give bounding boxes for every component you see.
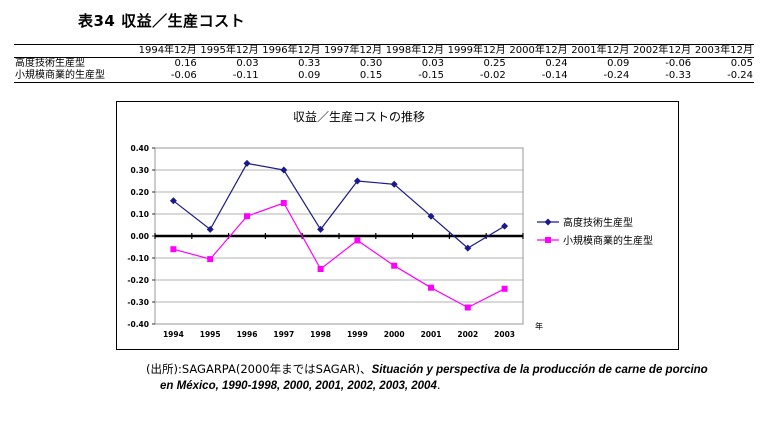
series-line [173,202,505,309]
x-tick-label: 1998 [310,330,331,339]
table-row: 高度技術生産型 0.16 0.03 0.33 0.30 0.03 0.25 0.24 0.09 -… [14,58,754,71]
data-point-square [207,256,214,263]
table-cell: 0.09 [259,70,322,83]
table-column-header: 2001年12月 [568,44,631,58]
table-cell: 0.03 [421,58,444,69]
table-cell: 0.25 [483,58,506,69]
data-point-diamond [243,159,251,167]
y-tick-label: -0.20 [127,276,149,285]
table-row-label: 小規模商業的生産型 [14,70,136,83]
table-cell: 0.16 [174,58,197,69]
data-point-square [280,200,287,206]
table-corner-cell [14,44,136,58]
table-column-header: 1995年12月 [197,44,260,58]
table-cell: 0.09 [607,58,630,69]
data-point-diamond [464,244,472,252]
data-point-square [170,246,177,253]
x-tick-label: 2003 [494,330,515,339]
table-column-header: 1994年12月 [136,44,198,58]
page-title: 表34 収益／生産コスト [78,12,246,30]
x-tick-label: 1996 [237,330,258,339]
x-axis-label: 年 [535,321,543,331]
x-tick-label: 2001 [421,330,442,339]
table-column-header: 1998年12月 [383,44,445,58]
table-cell: -0.02 [444,70,507,83]
x-tick-label: 1994 [163,330,184,339]
data-table: 1994年12月 1995年12月 1996年12月 1997年12月 1998年12月… [14,44,754,83]
table-column-header: 2002年12月 [630,44,693,58]
x-tick-label: 1997 [273,330,294,339]
table-column-header: 1996年12月 [259,44,322,58]
table-column-header: 1997年12月 [321,44,384,58]
data-point-square [464,304,471,311]
data-point-diamond [206,225,214,233]
table-row-label: 高度技術生産型 [15,58,85,69]
data-point-diamond [169,197,177,205]
data-point-diamond [317,225,325,233]
data-point-diamond [353,177,361,185]
table-header-row: 1994年12月 1995年12月 1996年12月 1997年12月 1998年12月… [14,44,754,58]
chart-title: 収益／生産コストの推移 [293,109,425,124]
x-tick-label: 1995 [200,330,221,339]
table-cell: -0.24 [692,70,754,83]
y-tick-label: -0.40 [127,320,149,329]
table-cell: -0.14 [506,70,569,83]
data-point-square [354,237,361,244]
table-column-header: 2003年12月 [692,44,754,58]
table-cell: -0.06 [665,58,692,69]
data-point-square [244,213,250,220]
source-publication-line2: en México, 1990-1998, 2000, 2001, 2002, … [160,380,437,392]
legend-label: 小規模商業的生産型 [563,234,653,247]
y-tick-label: -0.30 [127,298,149,307]
legend-label: 高度技術生産型 [563,216,633,229]
data-point-diamond [501,222,509,230]
data-point-square [501,285,508,292]
source-note: (出所):SAGARPA(2000年まではSAGAR)、Situación y … [146,362,766,394]
series-line [173,162,505,249]
legend-marker-square [545,237,551,243]
table-column-header: 2000年12月 [506,44,569,58]
table-cell: 0.15 [321,70,384,83]
source-prefix: (出所) [146,362,178,376]
table-cell: 0.30 [359,58,383,69]
data-point-square [317,266,324,272]
table-cell: -0.15 [383,70,445,83]
table-column-header: 1999年12月 [444,44,507,58]
table-cell: -0.24 [568,70,631,83]
y-tick-label: 0.10 [130,210,149,219]
x-tick-label: 1999 [347,330,368,339]
source-suffix: . [436,378,441,392]
data-point-square [391,262,398,269]
chart-panel: 収益／生産コストの推移 0.40 0.30 0.20 0.10 0.00 -0.10 -0.2… [116,101,679,350]
y-tick-label: -0.10 [127,254,149,263]
y-tick-label: 0.40 [130,144,149,153]
table-cell: 0.24 [545,58,568,69]
y-tick-label: 0.00 [130,232,149,241]
data-point-square [428,284,434,291]
source-agency: :SAGARPA(2000年まではSAGAR)、 [177,362,372,376]
y-tick-label: 0.30 [130,166,149,175]
x-tick-label: 2000 [384,330,405,339]
table-cell: 0.33 [298,58,321,69]
data-point-diamond [390,180,398,188]
source-publication-line1: Situación y perspectiva de la producción… [371,364,708,376]
table-cell: 0.03 [236,58,259,69]
table-cell: -0.11 [197,70,260,83]
table-cell: -0.06 [136,70,198,83]
table-cell: 0.05 [730,58,753,69]
legend-marker-diamond [544,218,552,226]
x-tick-label: 2002 [457,330,478,339]
table-cell: -0.33 [630,70,693,83]
line-chart: 収益／生産コストの推移 0.40 0.30 0.20 0.10 0.00 -0.10 -0.2… [127,109,653,339]
y-tick-label: 0.20 [130,188,149,197]
data-point-diamond [427,212,435,220]
data-point-diamond [280,166,288,174]
table-row: 小規模商業的生産型 -0.06 -0.11 0.09 0.15 -0.15 -0.02 -0.… [14,70,754,83]
